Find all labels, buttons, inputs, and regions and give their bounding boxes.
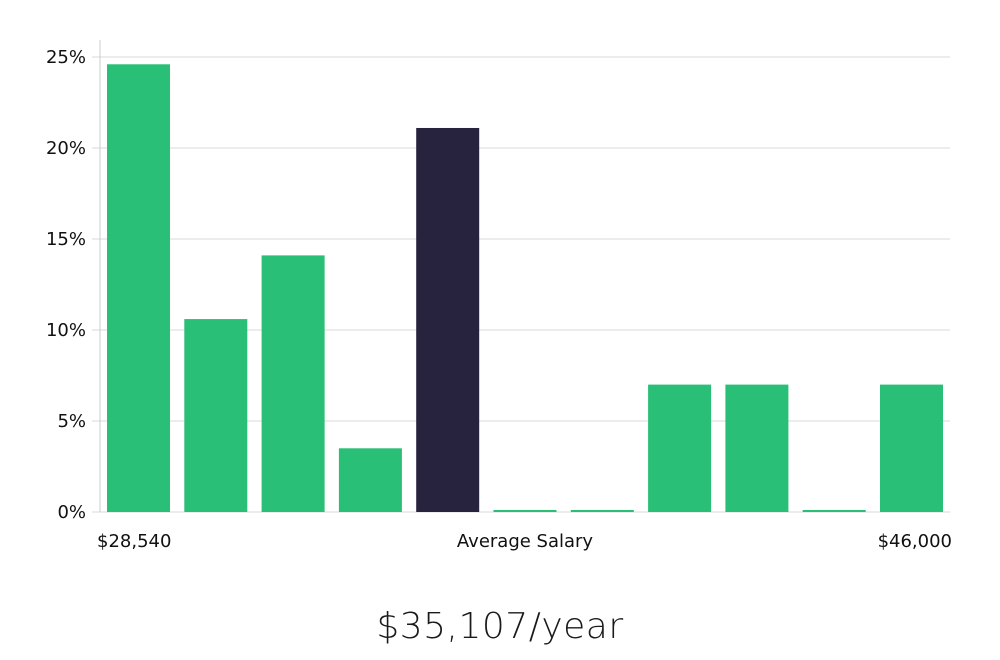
bar <box>338 448 402 512</box>
bar <box>725 384 789 512</box>
y-tick-label: 15% <box>46 229 86 250</box>
average-salary-headline: $35,107/year <box>376 606 624 647</box>
y-tick-label: 5% <box>57 411 86 432</box>
bar <box>802 510 866 512</box>
chart-canvas: 0% 5% 10% 15% 20% 25% $28,540 Average Salary … <box>46 40 952 552</box>
y-tick-label: 10% <box>46 320 86 341</box>
bar <box>648 384 712 512</box>
x-label-average-salary: Average Salary <box>457 531 594 552</box>
bar <box>493 510 557 512</box>
x-labels: $28,540 Average Salary $46,000 <box>97 531 952 552</box>
x-label-max-salary: $46,000 <box>878 531 952 552</box>
bar <box>184 319 248 512</box>
bar <box>570 510 634 512</box>
y-tick-label: 20% <box>46 138 86 159</box>
y-tick-label: 0% <box>57 502 86 523</box>
y-tick-labels: 0% 5% 10% 15% 20% 25% <box>46 47 86 523</box>
bar-average-salary <box>416 127 480 512</box>
bar <box>261 255 325 512</box>
x-label-min-salary: $28,540 <box>97 531 171 552</box>
y-tick-label: 25% <box>46 47 86 68</box>
bar-layer <box>107 64 943 512</box>
bar <box>880 384 943 512</box>
bar <box>107 64 170 512</box>
